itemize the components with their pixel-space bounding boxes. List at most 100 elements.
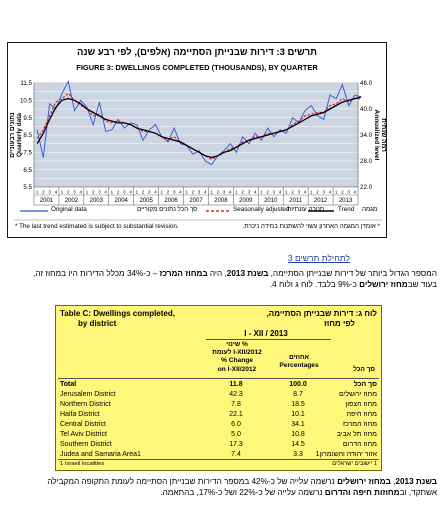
quarter-label: 2 bbox=[341, 189, 344, 194]
right-axis-label-english: Annualized level bbox=[373, 110, 380, 161]
district-name-he: מחוז חיפה bbox=[346, 411, 377, 418]
quarter-label: 1 bbox=[136, 189, 139, 194]
revision-note-en: * The last trend estimated is subject to… bbox=[15, 223, 179, 230]
y-tick-label: 7.5 bbox=[23, 150, 32, 157]
quarter-label: 3 bbox=[148, 189, 151, 194]
table-row: Central District 6.0 34.1 מחוז המרכז bbox=[56, 421, 381, 431]
quarter-label: 4 bbox=[304, 189, 307, 194]
change-value: 7.4 bbox=[231, 451, 241, 458]
quarter-label: 1 bbox=[235, 189, 238, 194]
quarter-label: 1 bbox=[185, 189, 188, 194]
quarter-label: 4 bbox=[129, 189, 132, 194]
quarter-label: 2 bbox=[192, 189, 195, 194]
legend-seasonal-he: מנוכה עונתיות bbox=[287, 206, 325, 213]
district-name-he: מחוז הדרום bbox=[342, 441, 377, 448]
quarter-label: 4 bbox=[229, 189, 232, 194]
district-name-he: מחוז המרכז bbox=[342, 421, 377, 428]
table-period: I - XII / 2013 bbox=[244, 329, 288, 338]
y2-tick-label: 28.0 bbox=[360, 158, 373, 165]
left-axis-label-english: Quarterly data bbox=[16, 113, 23, 157]
district-name-he: מחוז תל אביב bbox=[336, 431, 377, 438]
year-label: 2004 bbox=[115, 198, 129, 204]
table-title-hebrew: לוח ג: דירות שבנייתן הסתיימה, לפי מחוז bbox=[266, 309, 377, 328]
quarter-label: 1 bbox=[260, 189, 263, 194]
quarter-label: 2 bbox=[316, 189, 319, 194]
quarter-label: 4 bbox=[204, 189, 207, 194]
legend-trend-he: מגמה bbox=[362, 206, 378, 213]
quarter-label: 3 bbox=[248, 189, 251, 194]
legend-seasonal-en: Seasonally adjusted bbox=[233, 206, 290, 213]
legend-original-en: Original data bbox=[51, 206, 87, 213]
figure-title-english: FIGURE 3: DWELLINGS COMPLETED (THOUSANDS… bbox=[76, 63, 318, 72]
quarter-label: 3 bbox=[323, 189, 326, 194]
quarter-label: 3 bbox=[298, 189, 301, 194]
percentage-value: 100.0 bbox=[289, 381, 307, 388]
original-data-line bbox=[36, 79, 362, 166]
revision-note-he: * אומדן המגמה האחרון עשוי להשתנות במידה … bbox=[242, 223, 380, 230]
column-change: % שינוי לעומת I-XII/2012 % Change on I-X… bbox=[212, 341, 262, 373]
percentage-value: 18.5 bbox=[291, 401, 305, 408]
change-value: 6.0 bbox=[231, 421, 241, 428]
district-name-en: Total bbox=[60, 381, 77, 388]
change-value: 17.3 bbox=[229, 441, 243, 448]
figure-title-hebrew: תרשים 3: דירות שבנייתן הסתיימה (אלפים), … bbox=[77, 47, 317, 58]
y-tick-label: 5.5 bbox=[23, 184, 32, 191]
figure-3: תרשים 3: דירות שבנייתן הסתיימה (אלפים), … bbox=[7, 42, 387, 238]
table-footnote-en: 1 Israeli localities bbox=[60, 461, 105, 467]
percentage-value: 3.3 bbox=[293, 451, 303, 458]
district-name-en: Haifa District bbox=[60, 411, 100, 418]
y2-tick-label: 40.0 bbox=[360, 106, 373, 113]
quarter-label: 3 bbox=[48, 189, 51, 194]
district-name-en: Tel Aviv District bbox=[60, 431, 107, 438]
y-tick-label: 11.5 bbox=[20, 80, 32, 87]
quarter-label: 2 bbox=[167, 189, 170, 194]
year-label: 2013 bbox=[339, 198, 353, 204]
table-c: Table C: Dwellings completed, by distric… bbox=[55, 305, 382, 471]
quarter-label: 4 bbox=[254, 189, 257, 194]
quarter-label: 3 bbox=[73, 189, 76, 194]
table-row: Haifa District 22.1 10.1 מחוז חיפה bbox=[56, 411, 381, 421]
year-label: 2007 bbox=[189, 198, 203, 204]
quarter-label: 4 bbox=[154, 189, 157, 194]
year-label: 2002 bbox=[65, 198, 79, 204]
quarter-label: 1 bbox=[161, 189, 164, 194]
year-label: 2003 bbox=[90, 198, 104, 204]
quarter-label: 1 bbox=[61, 189, 64, 194]
percentage-value: 14.5 bbox=[291, 441, 305, 448]
y2-tick-label: 46.0 bbox=[360, 80, 373, 87]
year-label: 2006 bbox=[164, 198, 178, 204]
year-label: 2012 bbox=[314, 198, 328, 204]
year-label: 2009 bbox=[239, 198, 253, 204]
table-row: Northern District 7.8 18.5 מחוז הצפון bbox=[56, 401, 381, 411]
district-name-he: מחוז ירושלים bbox=[338, 391, 377, 398]
quarter-label: 1 bbox=[210, 189, 213, 194]
change-value: 22.1 bbox=[229, 411, 243, 418]
quarter-label: 1 bbox=[285, 189, 288, 194]
quarter-label: 2 bbox=[67, 189, 70, 194]
district-name-he: מחוז הצפון bbox=[345, 401, 377, 408]
year-label: 2010 bbox=[264, 198, 278, 204]
trend-line bbox=[36, 96, 362, 159]
quarter-label: 1 bbox=[36, 189, 39, 194]
district-name-he: אזור יהודה והשומרון1 bbox=[315, 451, 377, 458]
table-title-english: Table C: Dwellings completed, by distric… bbox=[60, 309, 175, 328]
percentage-value: 34.1 bbox=[291, 421, 305, 428]
quarter-label: 4 bbox=[354, 189, 357, 194]
quarter-label: 4 bbox=[329, 189, 332, 194]
column-percentages: אחוזים Percentages bbox=[279, 354, 319, 370]
paragraph-central-district: המספר הגדול ביותר של דירות שבנייתן הסתיי… bbox=[33, 269, 437, 290]
back-to-figure-link[interactable]: לתחילת תרשים 3 bbox=[287, 253, 350, 263]
table-row: Tel Aviv District 5.0 10.8 מחוז תל אביב bbox=[56, 431, 381, 441]
legend-trend-en: Trend bbox=[338, 206, 355, 213]
quarter-label: 3 bbox=[347, 189, 350, 194]
y-tick-label: 9.5 bbox=[23, 115, 32, 122]
quarter-label: 2 bbox=[117, 189, 120, 194]
year-label: 2008 bbox=[214, 198, 228, 204]
district-name-he: סך הכל bbox=[353, 381, 377, 388]
chart-legend: Original data סך הכל נתונים מקוריים Seas… bbox=[15, 205, 380, 217]
quarter-label: 3 bbox=[123, 189, 126, 194]
quarter-label: 3 bbox=[223, 189, 226, 194]
quarter-label: 4 bbox=[55, 189, 58, 194]
right-axis-label-hebrew: רמה שנתית bbox=[380, 118, 387, 152]
change-value: 42.3 bbox=[229, 391, 243, 398]
